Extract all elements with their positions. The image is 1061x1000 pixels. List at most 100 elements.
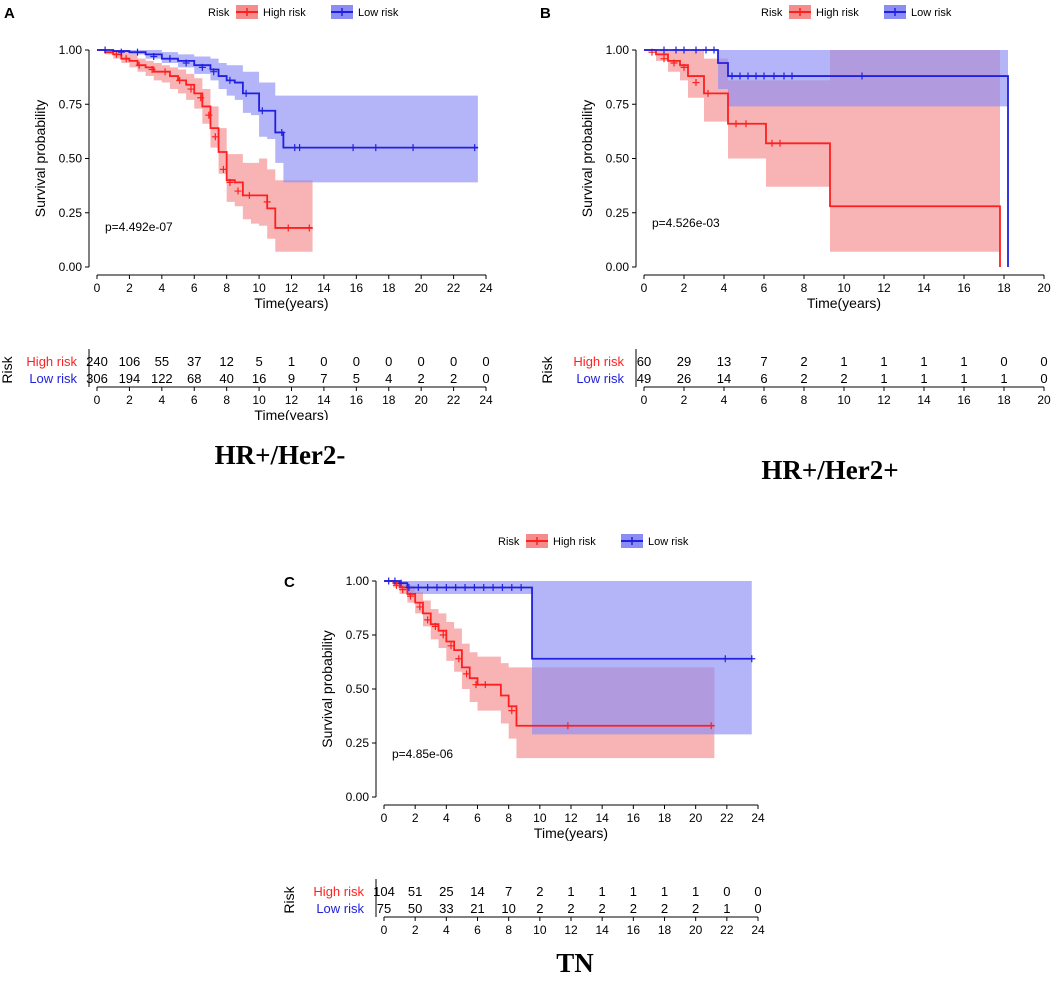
risk-table-cell: 9 bbox=[288, 371, 295, 386]
censor-mark-low bbox=[788, 72, 796, 80]
censor-mark-low bbox=[409, 144, 417, 152]
risk-table-cell: 16 bbox=[252, 371, 266, 386]
x-tick-label: 8 bbox=[223, 281, 230, 295]
risk-table-cell: 2 bbox=[450, 371, 457, 386]
risk-table-cell: 2 bbox=[536, 901, 543, 916]
risk-table-cell: 240 bbox=[86, 354, 108, 369]
risk-table-cell: 106 bbox=[119, 354, 141, 369]
risk-table-cell: 50 bbox=[408, 901, 422, 916]
censor-mark-low bbox=[258, 107, 266, 115]
km-panel-c: C Risk High risk Low risk 0.00 0.25 0.50 0.75 1.… bbox=[281, 534, 765, 935]
risk-table-cell: 29 bbox=[677, 354, 691, 369]
x-tick-label: 22 bbox=[447, 281, 461, 295]
risk-x-tick-label: 10 bbox=[533, 923, 547, 935]
x-tick-label: 22 bbox=[720, 811, 734, 825]
censor-mark-low bbox=[702, 46, 710, 54]
censor-mark-low bbox=[692, 46, 700, 54]
risk-x-tick-label: 4 bbox=[443, 923, 450, 935]
censor-mark-low bbox=[397, 579, 405, 587]
risk-table-cell: 7 bbox=[760, 354, 767, 369]
censor-mark-low bbox=[489, 583, 497, 591]
legend-label-high: High risk bbox=[553, 536, 596, 548]
censor-mark-high bbox=[481, 681, 489, 689]
x-tick-label: 20 bbox=[414, 281, 428, 295]
risk-x-tick-label: 18 bbox=[658, 923, 672, 935]
x-tick-label: 8 bbox=[505, 811, 512, 825]
censor-mark-high bbox=[660, 55, 668, 63]
ci-band-low-risk bbox=[384, 581, 752, 735]
censor-mark-low bbox=[508, 583, 516, 591]
risk-table-cell: 0 bbox=[450, 354, 457, 369]
risk-x-tick-label: 24 bbox=[751, 923, 765, 935]
censor-mark-low bbox=[349, 144, 357, 152]
risk-table-cell: 1 bbox=[960, 371, 967, 386]
x-tick-label: 16 bbox=[350, 281, 364, 295]
risk-table-cell: 2 bbox=[630, 901, 637, 916]
risk-x-tick-label: 0 bbox=[381, 923, 388, 935]
x-tick-label: 2 bbox=[681, 281, 688, 295]
risk-table-cell: 122 bbox=[151, 371, 173, 386]
risk-x-tick-label: 4 bbox=[158, 393, 165, 407]
risk-x-tick-label: 16 bbox=[350, 393, 364, 407]
censor-mark-low bbox=[442, 583, 450, 591]
risk-table-cell: 1 bbox=[960, 354, 967, 369]
y-tick-label: 0.75 bbox=[606, 97, 630, 111]
risk-row-label-high: High risk bbox=[573, 354, 624, 369]
risk-table-cell: 1 bbox=[661, 884, 668, 899]
risk-x-tick-label: 2 bbox=[412, 923, 419, 935]
censor-mark-high bbox=[187, 85, 195, 93]
censor-mark-low bbox=[166, 55, 174, 63]
risk-table-cell: 0 bbox=[754, 884, 761, 899]
x-tick-label: 6 bbox=[474, 811, 481, 825]
risk-table-cell: 104 bbox=[373, 884, 395, 899]
censor-mark-high bbox=[176, 76, 184, 84]
censor-mark-high bbox=[732, 120, 740, 128]
censor-mark-high bbox=[768, 139, 776, 147]
x-tick-label: 20 bbox=[1037, 281, 1051, 295]
risk-x-tick-label: 18 bbox=[382, 393, 396, 407]
risk-table-cell: 2 bbox=[536, 884, 543, 899]
censor-mark-high bbox=[284, 224, 292, 232]
censor-mark-high bbox=[399, 586, 407, 594]
x-tick-label: 14 bbox=[595, 811, 609, 825]
risk-table-cell: 14 bbox=[717, 371, 731, 386]
risk-x-tick-label: 6 bbox=[191, 393, 198, 407]
censor-mark-low bbox=[680, 46, 688, 54]
censor-mark-high bbox=[211, 133, 219, 141]
risk-table-cell: 2 bbox=[599, 901, 606, 916]
legend-label-low: Low risk bbox=[358, 7, 399, 19]
risk-row-label-low: Low risk bbox=[29, 371, 77, 386]
risk-x-tick-label: 22 bbox=[720, 923, 734, 935]
x-tick-label: 24 bbox=[751, 811, 765, 825]
risk-table-cell: 1 bbox=[567, 884, 574, 899]
legend-label-low: Low risk bbox=[648, 536, 689, 548]
censor-mark-low bbox=[198, 63, 206, 71]
x-tick-label: 14 bbox=[917, 281, 931, 295]
x-tick-label: 10 bbox=[533, 811, 547, 825]
x-tick-label: 18 bbox=[997, 281, 1011, 295]
risk-table-cell: 60 bbox=[637, 354, 651, 369]
risk-table-cell: 6 bbox=[760, 371, 767, 386]
risk-x-tick-label: 2 bbox=[126, 393, 133, 407]
legend-title: Risk bbox=[761, 7, 783, 19]
risk-table-cell: 0 bbox=[1000, 354, 1007, 369]
y-tick-label: 0.50 bbox=[346, 682, 370, 696]
risk-x-tick-label: 10 bbox=[837, 393, 851, 407]
risk-table-title: Risk bbox=[281, 885, 297, 913]
censor-mark-low bbox=[721, 655, 729, 663]
risk-x-tick-label: 8 bbox=[505, 923, 512, 935]
censor-mark-low bbox=[150, 53, 158, 61]
censor-mark-low bbox=[385, 577, 393, 585]
legend-title: Risk bbox=[498, 536, 520, 548]
risk-x-tick-label: 8 bbox=[223, 393, 230, 407]
risk-table-cell: 13 bbox=[717, 354, 731, 369]
censor-mark-high bbox=[392, 581, 400, 589]
panel-a-subtitle: HR+/Her2- bbox=[214, 440, 346, 470]
y-tick-label: 0.00 bbox=[606, 260, 630, 274]
risk-table-cell: 51 bbox=[408, 884, 422, 899]
ci-band-high-risk bbox=[97, 50, 313, 252]
y-tick-label: 0.50 bbox=[606, 152, 630, 166]
legend-b: Risk High risk Low risk bbox=[761, 5, 952, 19]
risk-table-cell: 1 bbox=[1000, 371, 1007, 386]
y-tick-label: 1.00 bbox=[346, 574, 370, 588]
